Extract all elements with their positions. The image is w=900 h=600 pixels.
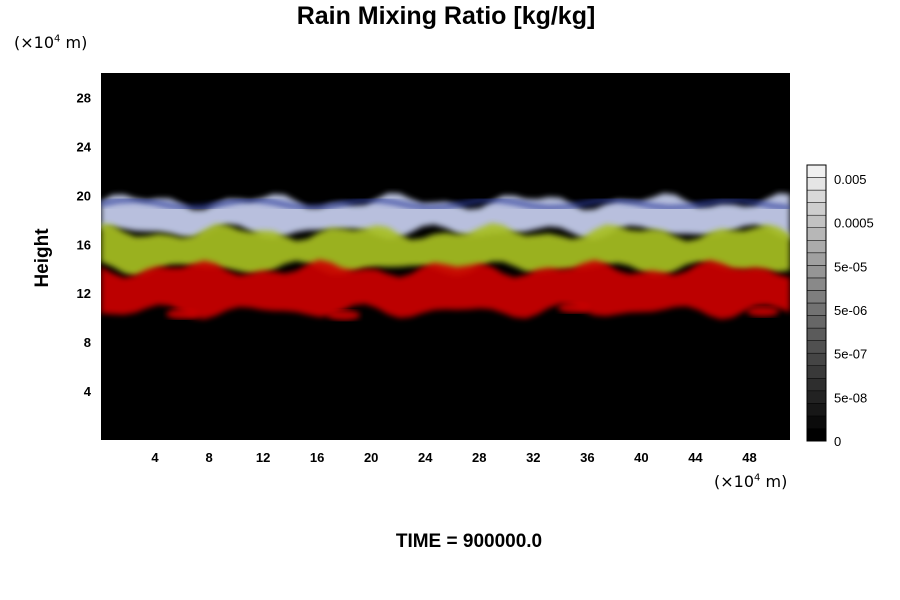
- colorbar-swatch: [806, 214, 827, 228]
- x-tick-label: 4: [151, 450, 159, 465]
- colorbar-swatch: [806, 252, 827, 266]
- colorbar-swatch: [806, 327, 827, 341]
- chart-title: Rain Mixing Ratio [kg/kg]: [296, 2, 596, 30]
- colorbar-swatch: [806, 277, 827, 291]
- colorbar-swatch: [806, 265, 827, 279]
- time-label: TIME = 900000.0: [395, 531, 543, 552]
- x-tick-label: 20: [364, 450, 378, 465]
- x-tick-label: 36: [580, 450, 594, 465]
- colorbar-tick-label: 5e-08: [834, 390, 867, 405]
- colorbar-swatch: [806, 164, 827, 178]
- y-tick-label: 20: [77, 188, 91, 203]
- x-tick-label: 48: [742, 450, 756, 465]
- colorbar-swatch: [806, 340, 827, 354]
- colorbar-tick-label: 5e-06: [834, 303, 867, 318]
- colorbar-swatch: [806, 365, 827, 379]
- x-tick-label: 8: [205, 450, 212, 465]
- x-tick-label: 28: [472, 450, 486, 465]
- y-tick-label: 4: [84, 384, 92, 399]
- colorbar-swatch: [806, 315, 827, 329]
- rain-layer: [101, 223, 790, 277]
- x-tick-label: 32: [526, 450, 540, 465]
- colorbar: 0.005 0.0005 5e-05 5e-06 5e-07 5e-08 0: [806, 164, 874, 449]
- colorbar-swatch: [806, 202, 827, 216]
- x-tick-label: 24: [418, 450, 433, 465]
- rain-blob: [746, 306, 779, 317]
- rain-field: [101, 193, 790, 321]
- colorbar-frame: [806, 164, 827, 442]
- x-tick-label: 40: [634, 450, 648, 465]
- y-axis-unit: (×104 m): [14, 33, 88, 52]
- colorbar-tick-label: 0.005: [834, 172, 867, 187]
- colorbar-swatch: [806, 378, 827, 392]
- y-tick-label: 16: [77, 237, 91, 252]
- y-axis-ticks: 4 8 12 16 20 24 28: [77, 90, 92, 399]
- rain-blob: [328, 310, 361, 321]
- rain-blob: [166, 308, 199, 319]
- y-tick-label: 24: [77, 139, 92, 154]
- rain-layer-rim: [101, 197, 790, 211]
- colorbar-tick-label: 0: [834, 434, 841, 449]
- x-tick-label: 16: [310, 450, 324, 465]
- colorbar-swatch: [806, 352, 827, 366]
- colorbar-swatch: [806, 240, 827, 254]
- y-tick-label: 8: [84, 335, 91, 350]
- colorbar-tick-label: 5e-07: [834, 347, 867, 362]
- rain-blob: [557, 302, 590, 313]
- colorbar-swatch: [806, 227, 827, 241]
- colorbar-swatch: [806, 415, 827, 429]
- colorbar-swatch: [806, 390, 827, 404]
- x-axis-unit: (×104 m): [714, 472, 788, 491]
- colorbar-swatch: [806, 290, 827, 304]
- colorbar-tick-label: 0.0005: [834, 216, 874, 231]
- colorbar-swatch: [806, 302, 827, 316]
- y-tick-label: 12: [77, 286, 91, 301]
- colorbar-tick-label: 5e-05: [834, 259, 867, 274]
- y-tick-label: 28: [77, 90, 91, 105]
- x-tick-label: 44: [688, 450, 703, 465]
- colorbar-swatch: [806, 428, 827, 442]
- colorbar-swatch: [806, 189, 827, 203]
- rain-layer: [101, 259, 790, 320]
- x-axis-ticks: 4 8 12 16 20 24 28 32 36 40 44 48: [151, 450, 756, 465]
- colorbar-swatch: [806, 403, 827, 417]
- x-tick-label: 12: [256, 450, 270, 465]
- colorbar-swatch: [806, 177, 827, 191]
